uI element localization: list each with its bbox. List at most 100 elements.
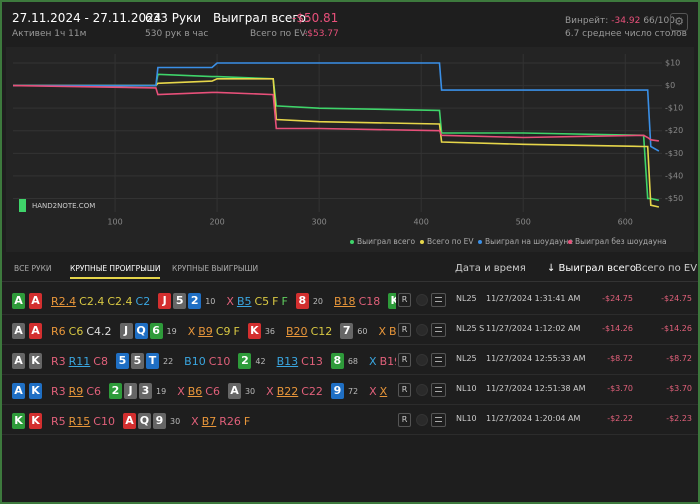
- tag-icon[interactable]: [416, 414, 428, 426]
- won-value: -$50.81: [292, 11, 339, 25]
- card: A: [12, 293, 25, 309]
- action: R5: [51, 414, 66, 428]
- card: A: [227, 383, 241, 399]
- y-tick-label: $10: [665, 59, 680, 68]
- hand-row[interactable]: AAR2.4C2.4C2.4C2J5210XB5C5FF820B18C18K55…: [2, 285, 698, 315]
- pot: 10: [205, 296, 216, 306]
- notes-icon[interactable]: [431, 353, 446, 367]
- column-header[interactable]: Дата и время: [455, 263, 526, 274]
- board: 2 J 3 19: [109, 383, 169, 399]
- pot: 19: [156, 386, 167, 396]
- action: B10: [184, 354, 206, 368]
- action: B29: [388, 324, 396, 338]
- card: A: [122, 413, 136, 429]
- limit: NL25: [456, 294, 477, 303]
- action: C9: [215, 324, 231, 338]
- review-button[interactable]: R: [398, 353, 411, 367]
- y-tick-label: -$40: [665, 171, 683, 180]
- action: B20: [286, 324, 308, 338]
- review-button[interactable]: R: [398, 293, 411, 307]
- hand-row[interactable]: AAR6C6C4.2JQ619XB9C9FK36B20C12760XB29CRN…: [2, 315, 698, 345]
- board: J 5 2 10: [158, 293, 218, 309]
- notes-icon[interactable]: [431, 383, 446, 397]
- x-tick-label: 500: [516, 218, 531, 227]
- action: X: [177, 384, 185, 398]
- card: K: [388, 293, 396, 309]
- date: 11/27/2024 1:12:02 AM: [486, 324, 581, 333]
- notes-icon[interactable]: [431, 293, 446, 307]
- tab[interactable]: ВСЕ РУКИ: [14, 264, 52, 273]
- notes-icon[interactable]: [431, 413, 446, 427]
- avg-tables: 6.7 среднее число столов: [565, 29, 687, 39]
- actions: X B7 R26 F: [191, 415, 250, 428]
- pot: 68: [347, 356, 359, 366]
- action: B19: [379, 354, 396, 368]
- board: 9 72: [330, 383, 361, 399]
- board: 2 42: [238, 353, 268, 369]
- actions: XB19F: [369, 355, 396, 368]
- date: 11/27/2024 12:51:38 AM: [486, 384, 586, 393]
- card: 3: [139, 383, 152, 399]
- x-tick-label: 400: [414, 218, 429, 227]
- pot: 72: [347, 386, 359, 396]
- action: C2.4: [107, 294, 133, 308]
- tag-icon[interactable]: [416, 294, 428, 306]
- review-button[interactable]: R: [398, 383, 411, 397]
- action: C12: [310, 324, 333, 338]
- series-line: [13, 78, 660, 208]
- tab[interactable]: КРУПНЫЕ ПРОИГРЫШИ: [70, 264, 161, 279]
- action: C2.4: [79, 294, 105, 308]
- review-button[interactable]: R: [398, 323, 411, 337]
- actions: B20 C12: [286, 325, 332, 338]
- hands-count: 633 Руки: [145, 11, 202, 25]
- settings-button[interactable]: ⚙: [670, 13, 688, 31]
- legend-dot: [568, 240, 572, 244]
- legend-label: Выиграл на шоудауне: [485, 237, 573, 246]
- card: K: [29, 353, 42, 369]
- action: C6: [86, 384, 101, 398]
- tag-icon[interactable]: [416, 324, 428, 336]
- action: B9: [198, 324, 213, 338]
- action: C18: [358, 294, 381, 308]
- hand-row[interactable]: K K R5 R15 C10 A Q 9 30 X B7 R26 F R NL10 11/27/2024 1:…: [2, 405, 698, 435]
- action: C6: [68, 324, 84, 338]
- tag-icon[interactable]: [416, 354, 428, 366]
- y-tick-label: -$10: [665, 104, 683, 113]
- tab[interactable]: КРУПНЫЕ ВЫИГРЫШИ: [172, 264, 259, 273]
- action: X: [226, 294, 234, 308]
- card: J: [158, 293, 172, 309]
- column-header[interactable]: Всего по EV: [635, 263, 698, 274]
- logo: HAND2NOTE.COM: [32, 202, 95, 210]
- review-button[interactable]: R: [398, 413, 411, 427]
- actions: X B22 C22: [266, 385, 323, 398]
- card: 5: [115, 353, 129, 369]
- card: K: [29, 383, 42, 399]
- notes-icon[interactable]: [431, 323, 446, 337]
- actions: B10 C10: [184, 355, 230, 368]
- card: Q: [134, 323, 148, 339]
- chart-bg: [6, 47, 694, 252]
- actions: R5 R15 C10: [51, 415, 115, 428]
- card: 9: [152, 413, 166, 429]
- actions: R2.4 C2.4 C2.4 C2: [51, 295, 150, 308]
- action: X: [369, 384, 377, 398]
- pot: 42: [255, 356, 266, 366]
- hand-row[interactable]: A K R3 R9 C6 2 J 3 19 X B6 C6 A 30 X B22 C22 9 72 X X R NL10 11…: [2, 375, 698, 405]
- board: J Q 6 19: [119, 323, 180, 339]
- tag-icon[interactable]: [416, 384, 428, 396]
- column-header[interactable]: ↓ Выиграл всего: [547, 263, 637, 274]
- legend-label: Выиграл без шоудауна: [575, 237, 667, 246]
- card: A: [29, 323, 42, 339]
- card: 5: [173, 293, 187, 309]
- winrate-unit: 66/100: [643, 16, 675, 26]
- ev: -$3.70: [666, 384, 692, 393]
- ev: -$24.75: [661, 294, 692, 303]
- card: J: [124, 383, 137, 399]
- board: K55: [388, 293, 396, 309]
- action: R2.4: [51, 294, 77, 308]
